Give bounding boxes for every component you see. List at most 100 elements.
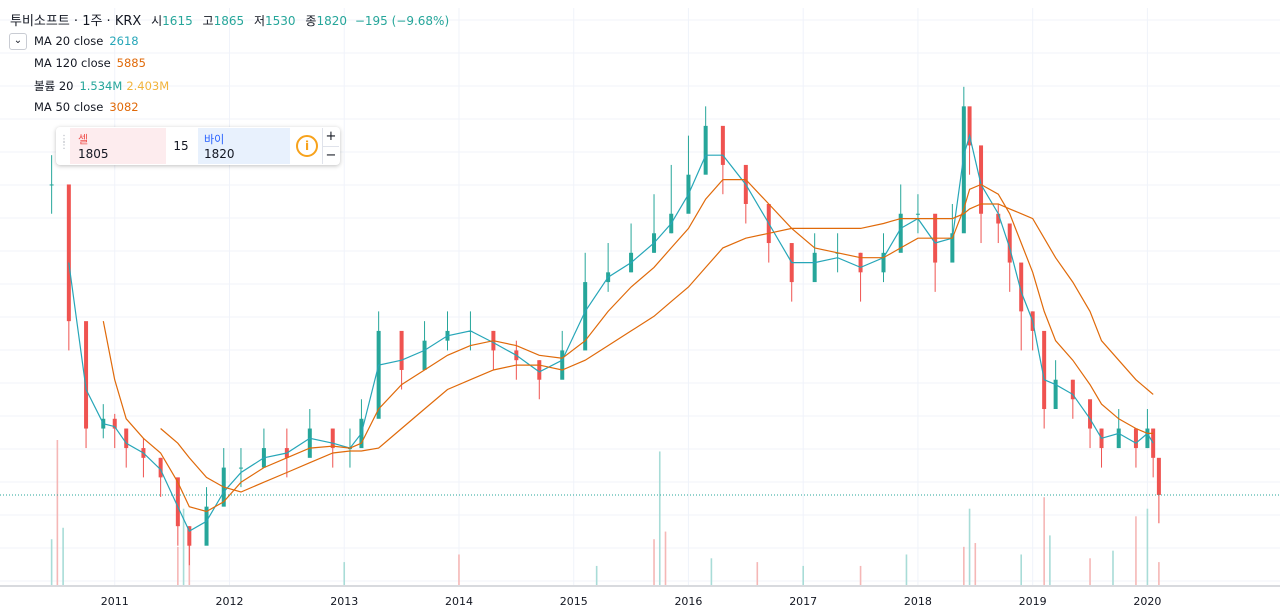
candle-body <box>66 184 71 322</box>
legend-ma120[interactable]: MA 120 close 5885 <box>34 56 146 70</box>
candle-body <box>812 252 817 283</box>
close-label: 종 <box>305 14 317 28</box>
volume-bar <box>50 539 53 585</box>
x-tick-label: 2011 <box>101 595 129 608</box>
candle-body <box>560 350 565 380</box>
legend-ma50[interactable]: MA 50 close 3082 <box>34 100 139 114</box>
volume-bar <box>905 554 908 585</box>
ma50-label: MA 50 close <box>34 100 104 114</box>
candle-body <box>858 252 863 273</box>
volume-bar <box>458 554 460 585</box>
volume-bar <box>182 508 185 585</box>
volume-bar <box>859 565 862 585</box>
legend-collapse-button[interactable]: ⌄ <box>9 33 27 50</box>
volume-bar <box>62 527 64 585</box>
x-tick-label: 2012 <box>215 595 243 608</box>
minus-button[interactable]: − <box>325 148 337 163</box>
volume-bar <box>653 539 655 585</box>
symbol-title[interactable]: 투비소프트 · 1주 · KRX <box>10 14 142 29</box>
x-tick-label: 2017 <box>789 595 817 608</box>
x-tick-label: 2019 <box>1019 595 1047 608</box>
candle-body <box>1133 428 1138 449</box>
legend-volume[interactable]: 볼륨 20 1.534M 2.403M <box>34 78 169 94</box>
volume-bar <box>1158 562 1160 585</box>
low-label: 저 <box>253 14 266 28</box>
legend-ma20[interactable]: MA 20 close 2618 <box>34 34 139 48</box>
candle-body <box>961 106 966 234</box>
candle-body <box>422 340 427 370</box>
candle-body <box>537 360 542 380</box>
volume-bar <box>1146 508 1149 585</box>
sell-price: 1805 <box>78 147 109 161</box>
volume-bar <box>595 565 598 585</box>
volume-bar <box>664 531 667 585</box>
candle-body <box>238 467 243 469</box>
volume-bar <box>963 546 965 585</box>
candle-body <box>376 330 381 419</box>
quantity-stepper: + − <box>322 128 339 164</box>
volume-value-2: 2.403M <box>126 79 170 93</box>
sell-button[interactable]: 셀 1805 <box>70 128 166 164</box>
candle-body <box>1116 428 1121 449</box>
candle-body <box>1145 428 1150 449</box>
volume-bar <box>756 562 759 585</box>
candle-body <box>175 477 180 527</box>
buy-label: 바이 <box>204 133 225 146</box>
volume-bar <box>1020 554 1023 585</box>
buy-button[interactable]: 바이 1820 <box>198 128 290 164</box>
candle-body <box>1053 379 1058 410</box>
candle-body <box>204 506 209 546</box>
drag-handle-icon[interactable]: ⋮⋮ ⋮⋮ <box>59 134 78 151</box>
high-value: 1865 <box>213 14 245 28</box>
volume-bar <box>802 565 804 585</box>
volume-bar <box>710 558 713 585</box>
spread-value: 15 <box>173 139 189 153</box>
ma20-label: MA 20 close <box>34 34 104 48</box>
candle-body <box>881 252 886 273</box>
candle-body <box>124 428 129 449</box>
open-value: 1615 <box>162 14 193 28</box>
candle-body <box>399 330 404 370</box>
candle-body <box>1088 399 1093 429</box>
plus-button[interactable]: + <box>323 128 339 147</box>
ma50-value: 3082 <box>109 100 139 114</box>
volume-bar <box>1043 497 1045 585</box>
candle-body <box>84 321 89 429</box>
volume-bar <box>1112 550 1114 585</box>
chart-header: 투비소프트 · 1주 · KRX 시1615 고1865 저1530 종1820… <box>10 10 449 29</box>
chevron-down-icon: ⌄ <box>13 35 23 46</box>
candle-body <box>1156 457 1161 495</box>
volume-bar <box>1089 558 1091 585</box>
candle-body <box>49 184 54 186</box>
candle-body <box>583 282 588 351</box>
volume-bar <box>658 451 661 585</box>
ma120-value: 5885 <box>116 56 146 70</box>
close-value: 1820 <box>316 14 347 28</box>
x-tick-label: 2013 <box>330 595 358 608</box>
ma20-line <box>68 133 1154 532</box>
volume-bar <box>974 543 977 585</box>
volume-bar <box>343 562 346 585</box>
candle-body <box>996 213 1001 224</box>
ma120-label: MA 120 close <box>34 56 111 70</box>
x-tick-label: 2020 <box>1133 595 1161 608</box>
candle-body <box>720 125 725 165</box>
candle-body <box>915 213 920 215</box>
candle-body <box>187 526 192 546</box>
x-tick-label: 2018 <box>904 595 932 608</box>
info-icon[interactable]: i <box>296 135 318 157</box>
candle-body <box>1070 379 1075 400</box>
volume-bar <box>177 546 179 585</box>
volume-bar <box>1135 516 1137 585</box>
candle-body <box>703 125 708 175</box>
volume-bar <box>56 440 59 585</box>
candle-body <box>112 418 117 429</box>
candle-body <box>158 457 163 478</box>
high-label: 고 <box>202 14 214 28</box>
trade-widget: ⋮⋮ ⋮⋮ 셀 1805 15 바이 1820 i + − <box>56 127 340 165</box>
low-value: 1530 <box>265 14 296 28</box>
candle-body <box>330 428 335 449</box>
candle-body <box>1019 262 1024 312</box>
